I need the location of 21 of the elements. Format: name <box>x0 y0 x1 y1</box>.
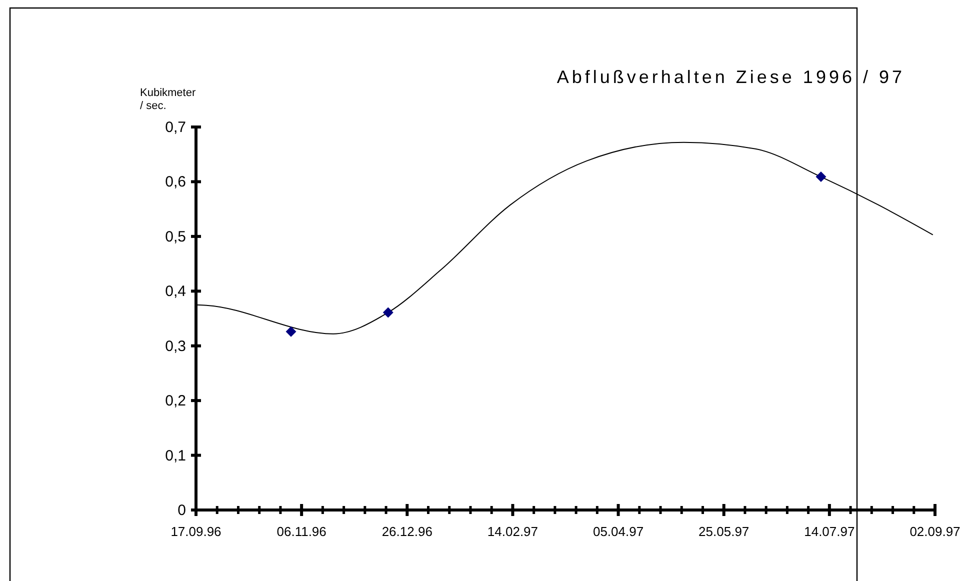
x-tick-label: 14.07.97 <box>804 524 855 539</box>
y-tick-label: 0 <box>178 502 186 519</box>
point <box>816 172 826 182</box>
x-tick-label: 25.05.97 <box>698 524 750 539</box>
x-tick-label: 05.04.97 <box>592 524 644 539</box>
y-tick-label: 0,2 <box>165 392 186 410</box>
x-tick-label: 02.09.97 <box>910 524 960 539</box>
point <box>382 307 394 318</box>
y-tick-label: 0,4 <box>165 283 186 300</box>
y-tick-label: 0,3 <box>165 338 186 355</box>
x-tick-label: 26.12.96 <box>382 524 432 539</box>
x-tick-label: 17.09.96 <box>170 524 222 539</box>
x-tick-label: 14.02.97 <box>487 524 538 539</box>
y-tick-label: 0,6 <box>165 174 186 191</box>
y-tick-label: 0,7 <box>165 119 186 136</box>
y-axis-title: Kubikmeter / sec. <box>140 87 196 112</box>
y-tick-label: 0,5 <box>165 228 186 246</box>
x-tick-label: 06.11.96 <box>276 524 326 539</box>
y-tick-label: 0,1 <box>165 447 186 464</box>
chart-title: Abflußverhalten Ziese 1996 / 97 <box>556 67 905 87</box>
point <box>286 326 296 337</box>
